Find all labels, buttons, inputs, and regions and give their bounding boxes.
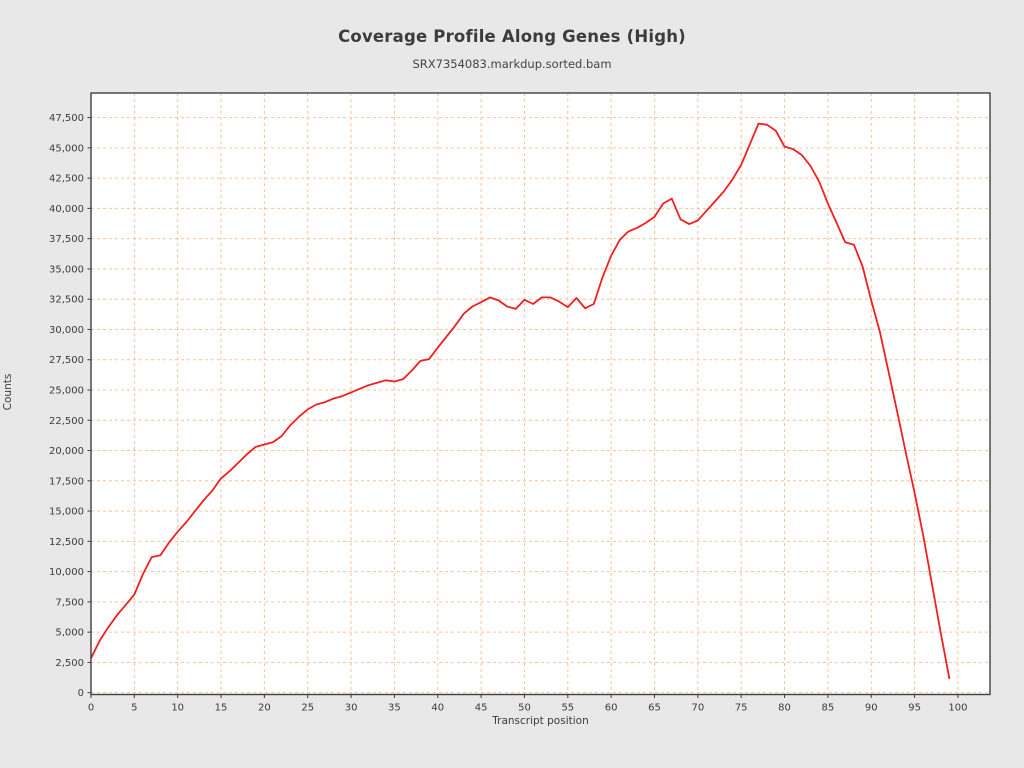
x-axis-label: Transcript position <box>492 715 589 727</box>
y-tick-label: 45,000 <box>49 143 84 154</box>
x-tick-label: 45 <box>475 703 488 714</box>
y-tick-label: 10,000 <box>49 567 84 578</box>
x-tick-label: 55 <box>561 703 574 714</box>
x-tick-label: 80 <box>778 703 791 714</box>
chart-subtitle: SRX7354083.markdup.sorted.bam <box>412 57 612 71</box>
y-tick-label: 40,000 <box>49 204 84 215</box>
x-tick-label: 0 <box>88 703 94 714</box>
x-tick-label: 75 <box>735 703 748 714</box>
y-tick-label: 42,500 <box>49 174 84 185</box>
plot-border <box>90 92 991 696</box>
x-tick-label: 40 <box>431 703 444 714</box>
x-tick-label: 90 <box>865 703 878 714</box>
y-tick-label: 35,000 <box>49 264 84 275</box>
y-tick-label: 7,500 <box>55 597 84 608</box>
x-tick-label: 35 <box>388 703 401 714</box>
y-tick-label: 47,500 <box>49 113 84 124</box>
y-tick-label: 15,000 <box>49 507 84 518</box>
y-tick-label: 12,500 <box>49 537 84 548</box>
coverage-line <box>90 122 951 680</box>
x-tick-label: 85 <box>822 703 835 714</box>
x-tick-label: 50 <box>518 703 531 714</box>
x-tick-label: 20 <box>258 703 271 714</box>
x-tick-label: 65 <box>648 703 661 714</box>
y-tick-label: 2,500 <box>55 658 84 669</box>
x-tick-label: 60 <box>605 703 618 714</box>
x-tick-label: 25 <box>301 703 314 714</box>
x-tick-label: 30 <box>345 703 358 714</box>
y-tick-label: 17,500 <box>49 476 84 487</box>
plot-area <box>91 93 990 695</box>
x-tick-label: 10 <box>171 703 184 714</box>
x-tick-label: 15 <box>215 703 228 714</box>
x-tick-label: 100 <box>948 703 967 714</box>
y-tick-label: 30,000 <box>49 325 84 336</box>
chart-title: Coverage Profile Along Genes (High) <box>338 27 686 46</box>
x-tick-label: 70 <box>691 703 704 714</box>
y-tick-label: 0 <box>78 688 84 699</box>
y-tick-label: 20,000 <box>49 446 84 457</box>
y-tick-label: 22,500 <box>49 416 84 427</box>
y-tick-label: 5,000 <box>55 628 84 639</box>
x-tick-label: 95 <box>908 703 921 714</box>
y-tick-label: 37,500 <box>49 234 84 245</box>
y-tick-label: 25,000 <box>49 385 84 396</box>
y-tick-label: 27,500 <box>49 355 84 366</box>
y-tick-label: 32,500 <box>49 295 84 306</box>
x-tick-label: 5 <box>131 703 137 714</box>
